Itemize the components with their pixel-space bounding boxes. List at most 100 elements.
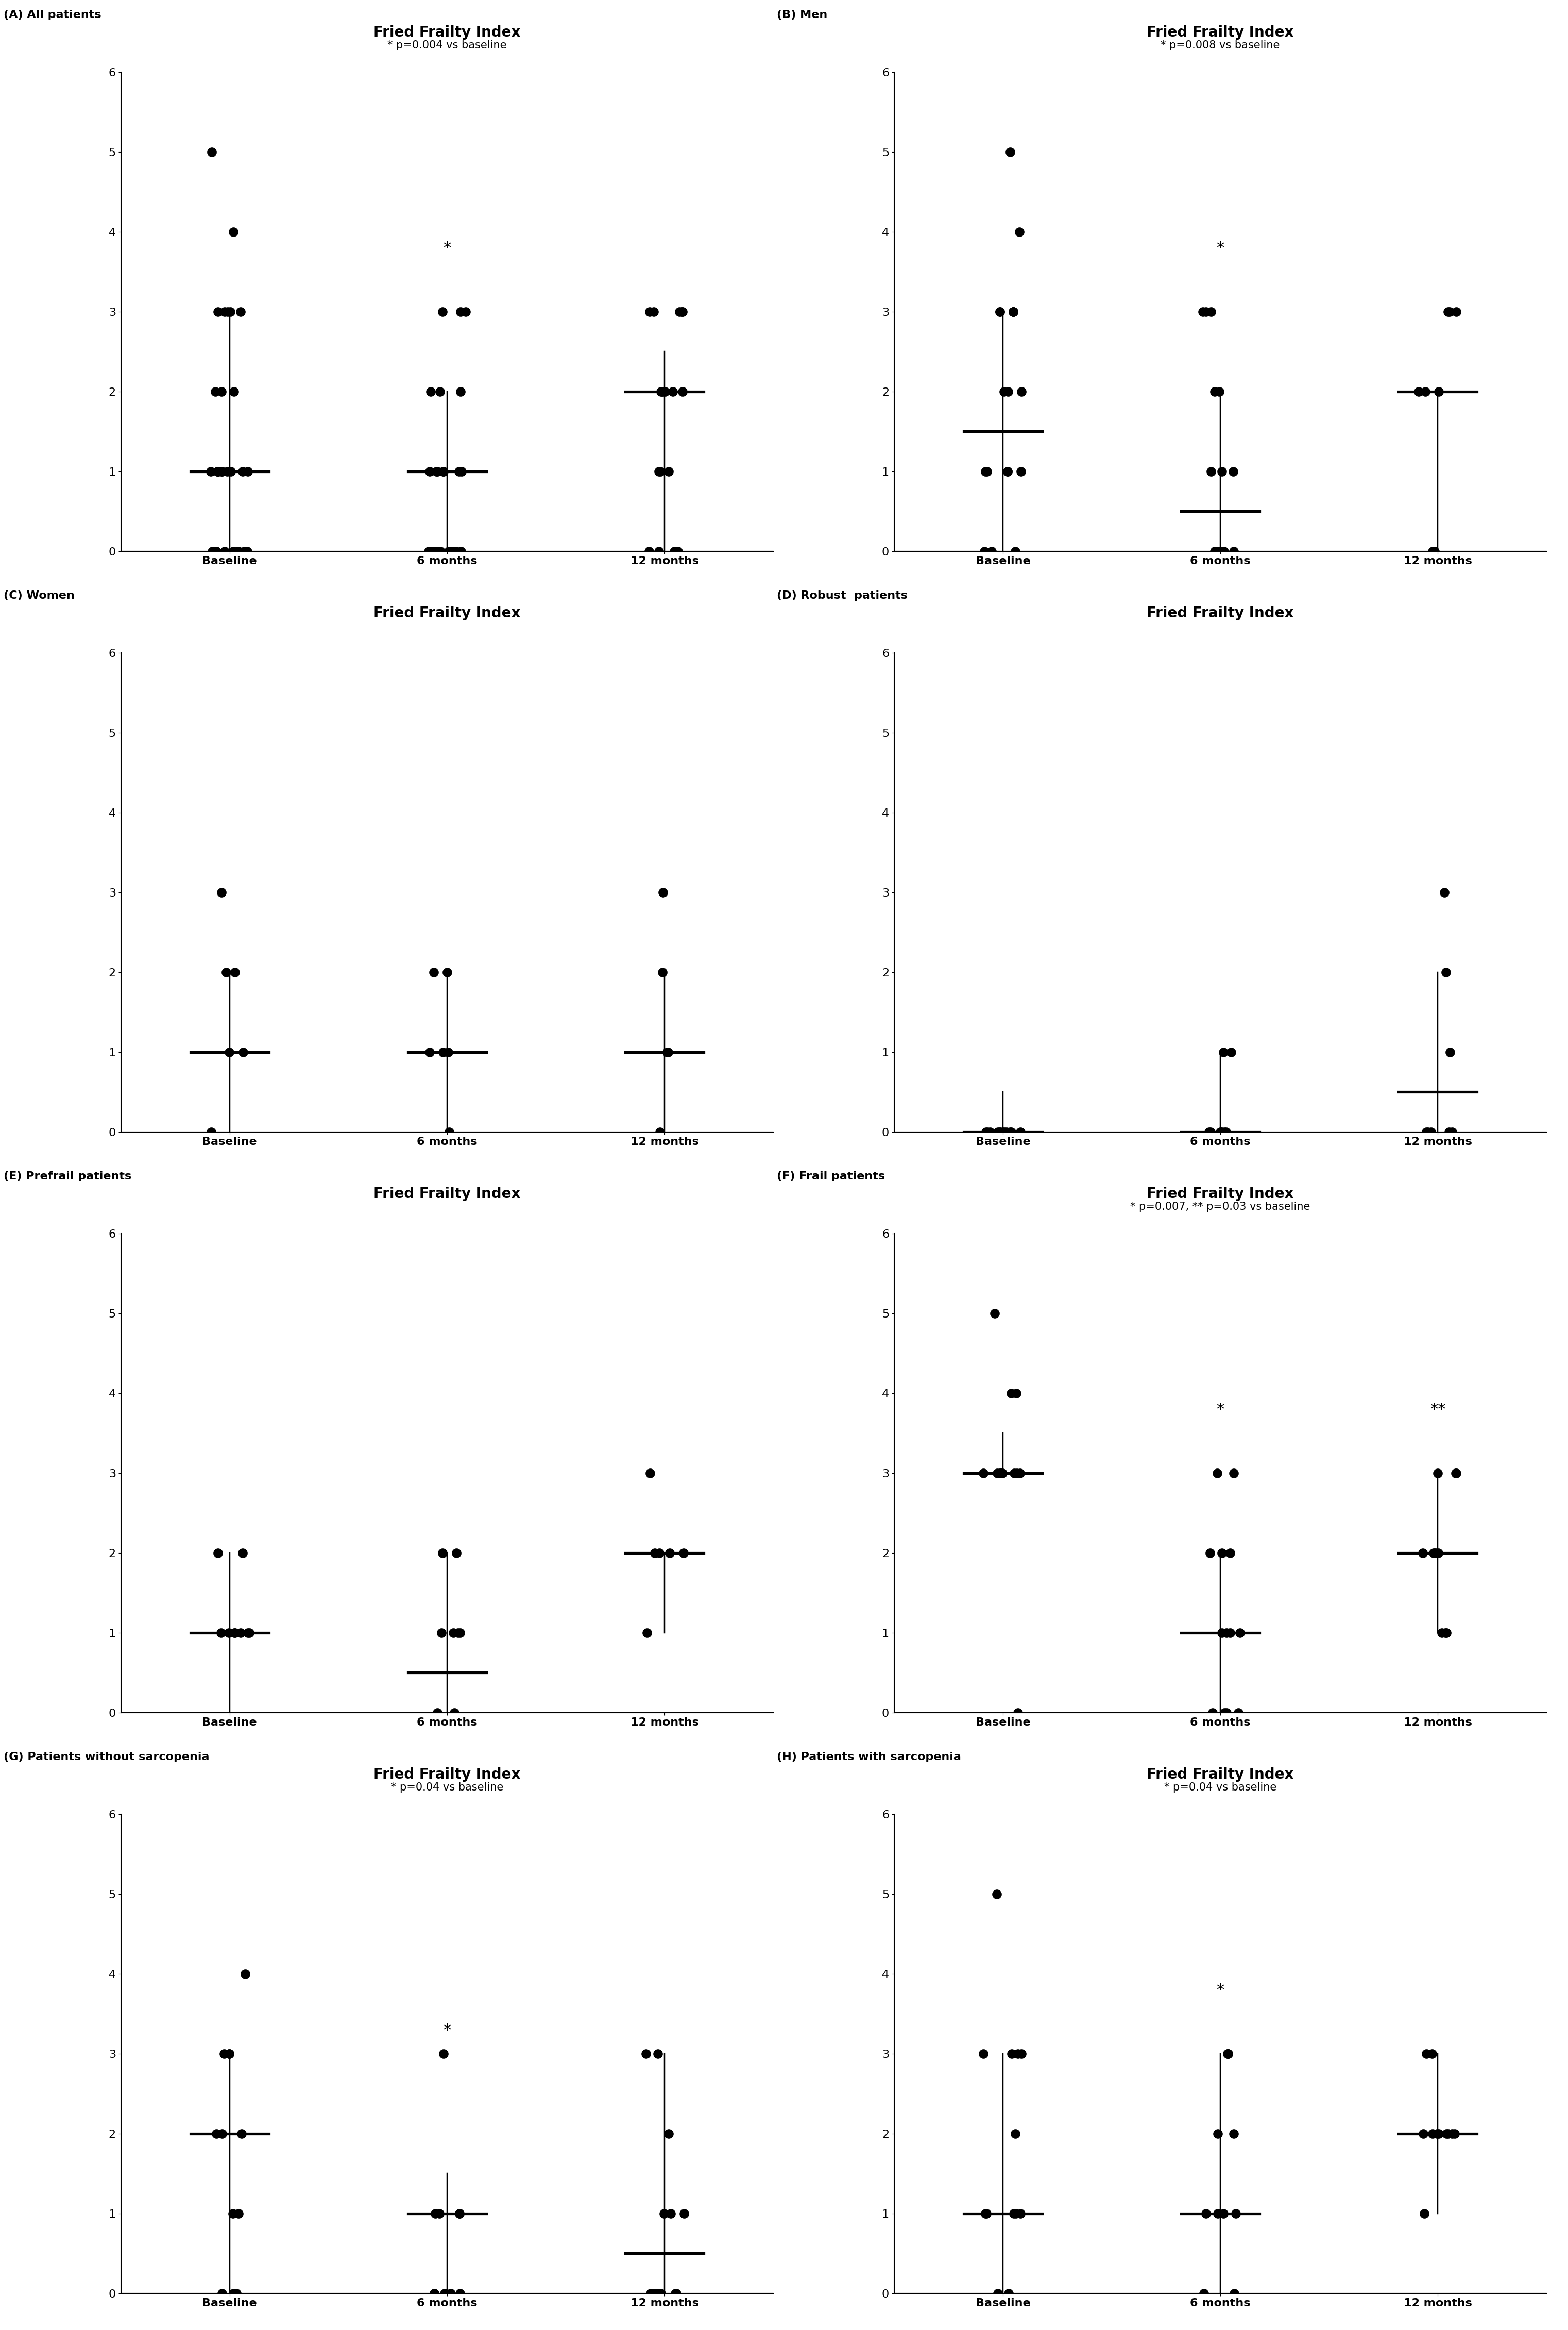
Title: Fried Frailty Index: Fried Frailty Index <box>1146 606 1294 620</box>
Point <box>426 2195 452 2232</box>
Point <box>1430 1615 1455 1652</box>
Point <box>1221 2116 1247 2153</box>
Point <box>651 874 676 911</box>
Point <box>659 2195 684 2232</box>
Point <box>436 1032 461 1069</box>
Text: * p=0.04 vs baseline: * p=0.04 vs baseline <box>390 1782 503 1792</box>
Point <box>419 373 444 410</box>
Point <box>417 1032 442 1069</box>
Point <box>223 1615 248 1652</box>
Point <box>1004 534 1029 571</box>
Title: Fried Frailty Index: Fried Frailty Index <box>373 606 521 620</box>
Point <box>235 534 260 571</box>
Point <box>638 2274 663 2311</box>
Point <box>665 534 690 571</box>
Point <box>648 1533 673 1570</box>
Point <box>1433 1615 1458 1652</box>
Point <box>640 2274 665 2311</box>
Point <box>444 1533 469 1570</box>
Point <box>1007 212 1032 249</box>
Point <box>1425 2116 1450 2153</box>
Point <box>1436 1114 1461 1151</box>
Point <box>654 1032 679 1069</box>
Point <box>666 294 691 331</box>
Point <box>1190 294 1215 331</box>
Text: (H) Patients with sarcopenia: (H) Patients with sarcopenia <box>776 1752 961 1761</box>
Point <box>999 1375 1024 1412</box>
Point <box>994 1114 1019 1151</box>
Point <box>226 534 251 571</box>
Point <box>215 452 240 489</box>
Text: (F) Frail patients: (F) Frail patients <box>776 1172 884 1181</box>
Point <box>221 534 246 571</box>
Title: Fried Frailty Index: Fried Frailty Index <box>1146 26 1294 40</box>
Point <box>988 1454 1013 1491</box>
Text: * p=0.008 vs baseline: * p=0.008 vs baseline <box>1160 40 1279 51</box>
Point <box>1206 534 1231 571</box>
Point <box>670 294 695 331</box>
Point <box>1425 1533 1450 1570</box>
Point <box>425 534 450 571</box>
Point <box>430 1615 455 1652</box>
Point <box>431 1032 456 1069</box>
Point <box>997 1114 1022 1151</box>
Point <box>1414 2034 1439 2071</box>
Point <box>436 534 461 571</box>
Point <box>1008 1114 1033 1151</box>
Text: *: * <box>1217 1983 1225 1997</box>
Point <box>1207 1114 1232 1151</box>
Point <box>218 294 243 331</box>
Point <box>226 2195 251 2232</box>
Point <box>442 1694 467 1731</box>
Point <box>638 1454 663 1491</box>
Point <box>1421 534 1446 571</box>
Text: (C) Women: (C) Women <box>3 589 75 601</box>
Point <box>641 1533 666 1570</box>
Point <box>1000 294 1025 331</box>
Point <box>1203 534 1228 571</box>
Point <box>1438 1032 1463 1069</box>
Point <box>436 1114 461 1151</box>
Point <box>430 1533 455 1570</box>
Point <box>1212 1694 1237 1731</box>
Text: * p=0.04 vs baseline: * p=0.04 vs baseline <box>1163 1782 1276 1792</box>
Point <box>1198 452 1223 489</box>
Point <box>1221 534 1247 571</box>
Point <box>1005 2034 1030 2071</box>
Point <box>1406 373 1432 410</box>
Point <box>235 452 260 489</box>
Text: (B) Men: (B) Men <box>776 9 828 21</box>
Point <box>205 1533 230 1570</box>
Point <box>1413 373 1438 410</box>
Point <box>1444 294 1469 331</box>
Point <box>223 1615 248 1652</box>
Point <box>1010 2034 1035 2071</box>
Point <box>431 2034 456 2071</box>
Point <box>985 1454 1010 1491</box>
Point <box>199 1114 224 1151</box>
Point <box>235 1615 260 1652</box>
Point <box>971 2034 996 2071</box>
Point <box>205 452 230 489</box>
Point <box>633 1615 659 1652</box>
Point <box>1435 294 1460 331</box>
Point <box>1443 1454 1468 1491</box>
Point <box>648 452 673 489</box>
Point <box>977 1114 1002 1151</box>
Point <box>1196 1114 1221 1151</box>
Point <box>1193 2195 1218 2232</box>
Point <box>224 2274 249 2311</box>
Point <box>216 2034 241 2071</box>
Point <box>649 373 674 410</box>
Point <box>204 534 229 571</box>
Point <box>215 294 240 331</box>
Point <box>996 2274 1021 2311</box>
Point <box>198 452 223 489</box>
Point <box>209 452 234 489</box>
Point <box>1008 452 1033 489</box>
Point <box>1008 2195 1033 2232</box>
Point <box>972 534 997 571</box>
Point <box>232 534 257 571</box>
Point <box>1008 1454 1033 1491</box>
Point <box>1206 2116 1231 2153</box>
